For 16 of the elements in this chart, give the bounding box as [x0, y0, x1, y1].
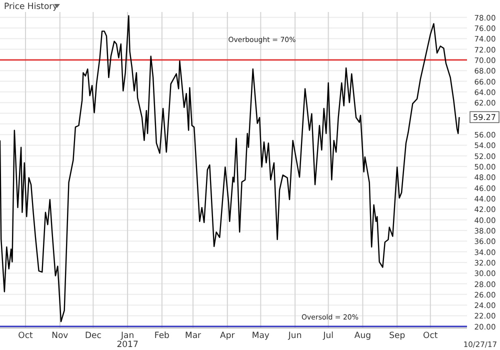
annotation: Price History [4, 2, 58, 12]
x-tick-label: Oct [423, 331, 438, 341]
x-tick-label: Jul [322, 331, 334, 341]
line-series [0, 15, 460, 322]
x-tick-label: Jun [287, 331, 302, 341]
x-tick-label: Dec [84, 331, 102, 341]
x-tick-label: Nov [52, 331, 68, 341]
x-tick-label: Oct [18, 331, 34, 341]
x-tick-label: Aug [354, 331, 372, 341]
x-tick-label: Jan 2017 [116, 331, 138, 350]
x-tick-label: May [252, 331, 270, 341]
annotation: 59.27 [473, 113, 496, 122]
x-tick-label: Sep [389, 331, 406, 341]
x-tick-label: Feb [154, 331, 170, 341]
x-tick-label: Mar [184, 331, 202, 341]
x-tick-label: Apr [220, 331, 236, 341]
